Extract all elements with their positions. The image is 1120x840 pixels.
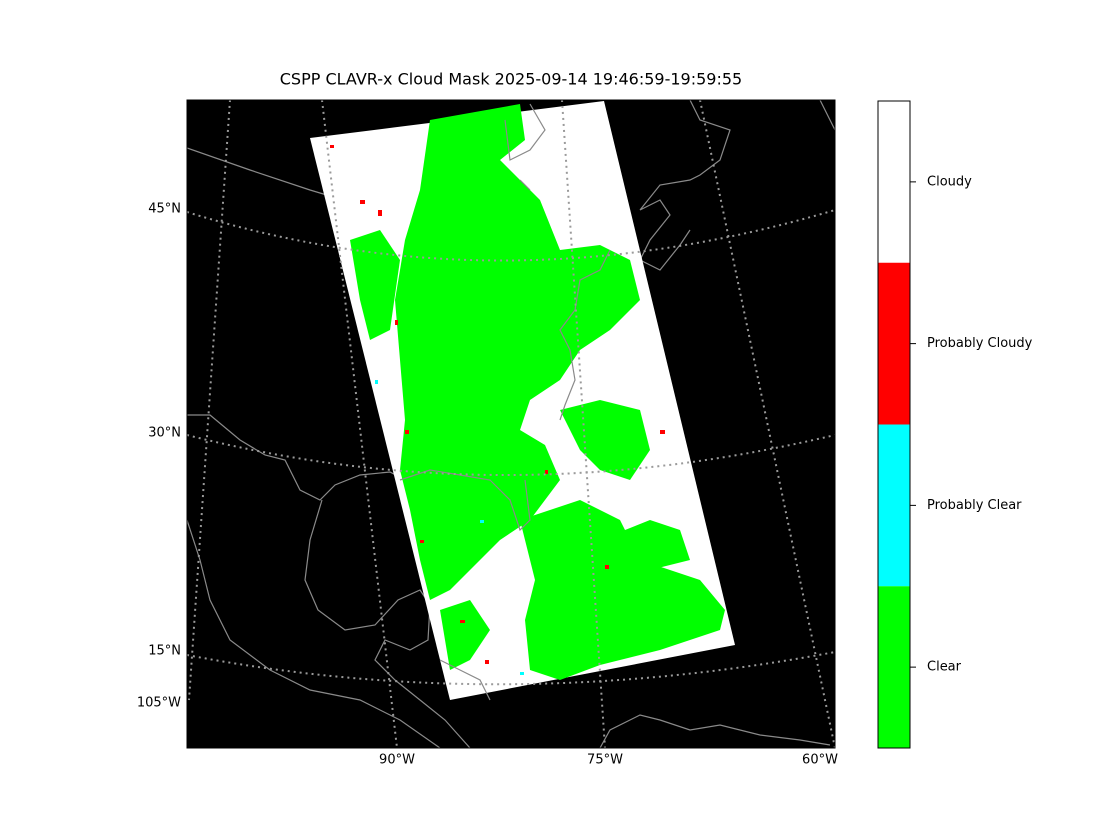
colorbar-label: Probably Cloudy bbox=[927, 336, 1033, 351]
pixel bbox=[360, 200, 365, 204]
latitude-label: 45°N bbox=[148, 202, 181, 217]
clear-region bbox=[440, 600, 490, 670]
longitude-label: 75°W bbox=[587, 753, 623, 768]
longitude-labels: 90°W 75°W 60°W bbox=[379, 753, 838, 768]
colorbar-label: Probably Clear bbox=[927, 498, 1022, 513]
clear-region bbox=[395, 104, 640, 600]
probably-clear-pixels bbox=[375, 380, 524, 675]
longitude-label: 90°W bbox=[379, 753, 415, 768]
pixel bbox=[480, 520, 484, 523]
pixel bbox=[605, 565, 609, 569]
map-frame bbox=[186, 99, 836, 749]
map-title: CSPP CLAVR-x Cloud Mask 2025-09-14 19:46… bbox=[280, 70, 742, 89]
graticule bbox=[187, 209, 835, 262]
clear-region bbox=[350, 230, 400, 340]
pixel bbox=[405, 430, 409, 434]
graticule bbox=[561, 100, 606, 748]
pixel bbox=[520, 672, 524, 675]
colorbar-segment bbox=[878, 586, 910, 748]
map-area bbox=[187, 100, 835, 748]
pixel bbox=[378, 210, 382, 216]
colorbar-label: Cloudy bbox=[927, 174, 972, 189]
probably-cloudy-pixels bbox=[330, 145, 665, 664]
graticule bbox=[321, 100, 398, 748]
latitude-label: 105°W bbox=[137, 696, 181, 711]
colorbar-segment bbox=[878, 262, 910, 425]
pixel bbox=[460, 620, 465, 623]
clear-region bbox=[520, 500, 725, 680]
graticule bbox=[188, 100, 231, 701]
graticule bbox=[699, 100, 835, 748]
pixel bbox=[485, 660, 489, 664]
clear-regions bbox=[350, 104, 725, 680]
latitude-label: 30°N bbox=[148, 426, 181, 441]
clear-region bbox=[600, 520, 690, 570]
pixel bbox=[395, 320, 398, 325]
colorbar: Cloudy Probably Cloudy Probably Clear Clear bbox=[877, 100, 1033, 749]
pixel bbox=[420, 540, 424, 543]
colorbar-segment bbox=[878, 424, 910, 587]
colorbar-frame bbox=[877, 100, 911, 749]
latitude-label: 15°N bbox=[148, 644, 181, 659]
graticule bbox=[187, 434, 835, 476]
longitude-label: 60°W bbox=[802, 753, 838, 768]
coastline bbox=[399, 103, 611, 701]
pixel bbox=[545, 470, 548, 474]
latitude-labels: 45°N 30°N 15°N 105°W bbox=[137, 202, 181, 711]
colorbar-label: Clear bbox=[927, 660, 962, 675]
colorbar-segment bbox=[878, 101, 910, 263]
pixel bbox=[660, 430, 665, 434]
pixel bbox=[330, 145, 334, 148]
clear-region bbox=[560, 400, 650, 480]
pixel bbox=[375, 380, 378, 384]
